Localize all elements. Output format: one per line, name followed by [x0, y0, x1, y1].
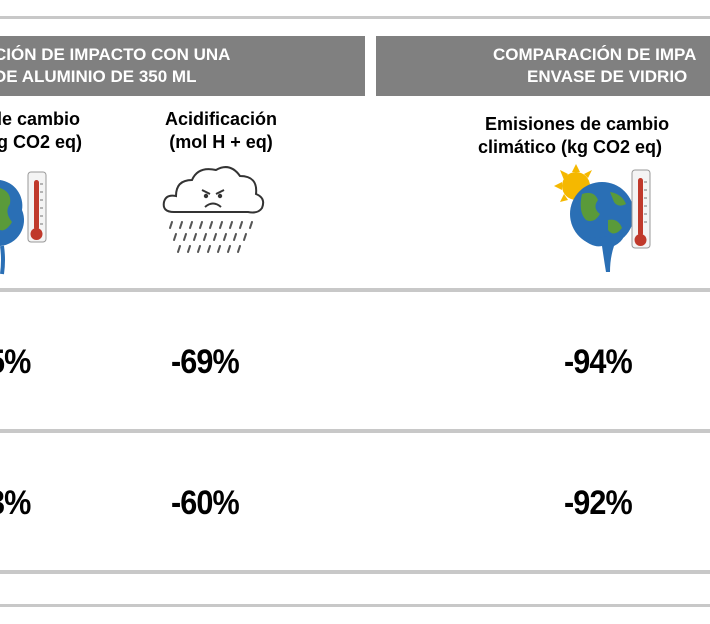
column-label-line2: g CO2 eq) — [0, 132, 83, 152]
column-label-climate-emissions: Emisiones de cambio climático (kg CO2 eq… — [478, 113, 710, 159]
top-rule — [0, 16, 710, 19]
row-divider-1 — [0, 288, 710, 292]
row2-value-col3: -92% — [564, 484, 633, 522]
acid-rain-cloud-icon — [162, 166, 265, 253]
row1-value-col1: 5% — [0, 343, 31, 381]
bottom-rule — [0, 604, 710, 607]
row1-value-col3: -94% — [564, 343, 633, 381]
header-glass: COMPARACIÓN DE IMPA ENVASE DE VIDRIO — [376, 36, 710, 96]
column-label-line2: (mol H + eq) — [169, 132, 273, 152]
row2-value-col2: -60% — [171, 484, 240, 522]
row1-value-col2: -69% — [171, 343, 240, 381]
column-label-line2: climático (kg CO2 eq) — [478, 137, 663, 157]
column-label-climate-partial: le cambio g CO2 eq) — [0, 108, 82, 154]
column-label-line1: Acidificación — [164, 109, 278, 129]
row-divider-2 — [0, 429, 710, 433]
melting-earth-thermometer-icon — [554, 164, 651, 272]
header-left-line1: CIÓN DE IMPACTO CON UNA — [0, 45, 231, 64]
header-right-line1: COMPARACIÓN DE IMPA — [493, 45, 697, 64]
header-aluminium: CIÓN DE IMPACTO CON UNA DE ALUMINIO DE 3… — [0, 36, 365, 96]
header-right-line2: ENVASE DE VIDRIO — [527, 67, 688, 86]
column-label-line1: Emisiones de cambio — [485, 114, 670, 134]
row-divider-3 — [0, 570, 710, 574]
column-label-line1: le cambio — [0, 109, 81, 129]
column-label-acidification: Acidificación (mol H + eq) — [150, 108, 292, 154]
header-left-line2: DE ALUMINIO DE 350 ML — [0, 67, 197, 86]
thermometer-earth-icon — [0, 171, 47, 275]
row2-value-col1: 3% — [0, 484, 31, 522]
